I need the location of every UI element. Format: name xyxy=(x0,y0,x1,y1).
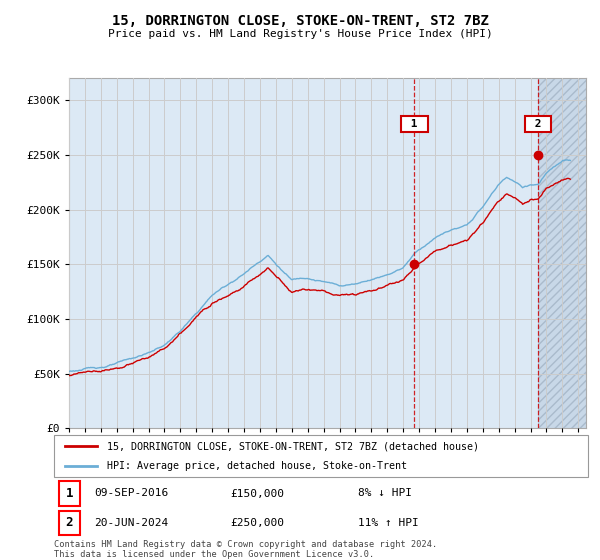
Text: 1: 1 xyxy=(404,119,424,129)
Text: 8% ↓ HPI: 8% ↓ HPI xyxy=(358,488,412,498)
Text: 15, DORRINGTON CLOSE, STOKE-ON-TRENT, ST2 7BZ: 15, DORRINGTON CLOSE, STOKE-ON-TRENT, ST… xyxy=(112,14,488,28)
Text: Price paid vs. HM Land Registry's House Price Index (HPI): Price paid vs. HM Land Registry's House … xyxy=(107,29,493,39)
Text: 2: 2 xyxy=(66,516,73,529)
Text: 2: 2 xyxy=(528,119,548,129)
Bar xyxy=(538,78,586,428)
Text: 20-JUN-2024: 20-JUN-2024 xyxy=(94,518,168,528)
Text: 1: 1 xyxy=(66,487,73,500)
Text: Contains HM Land Registry data © Crown copyright and database right 2024.
This d: Contains HM Land Registry data © Crown c… xyxy=(54,540,437,559)
Text: £250,000: £250,000 xyxy=(230,518,284,528)
Bar xyxy=(538,78,586,428)
Bar xyxy=(59,481,80,506)
Bar xyxy=(59,511,80,535)
Text: 11% ↑ HPI: 11% ↑ HPI xyxy=(358,518,419,528)
Text: 09-SEP-2016: 09-SEP-2016 xyxy=(94,488,168,498)
Text: HPI: Average price, detached house, Stoke-on-Trent: HPI: Average price, detached house, Stok… xyxy=(107,461,407,471)
Text: 15, DORRINGTON CLOSE, STOKE-ON-TRENT, ST2 7BZ (detached house): 15, DORRINGTON CLOSE, STOKE-ON-TRENT, ST… xyxy=(107,441,479,451)
Text: £150,000: £150,000 xyxy=(230,488,284,498)
